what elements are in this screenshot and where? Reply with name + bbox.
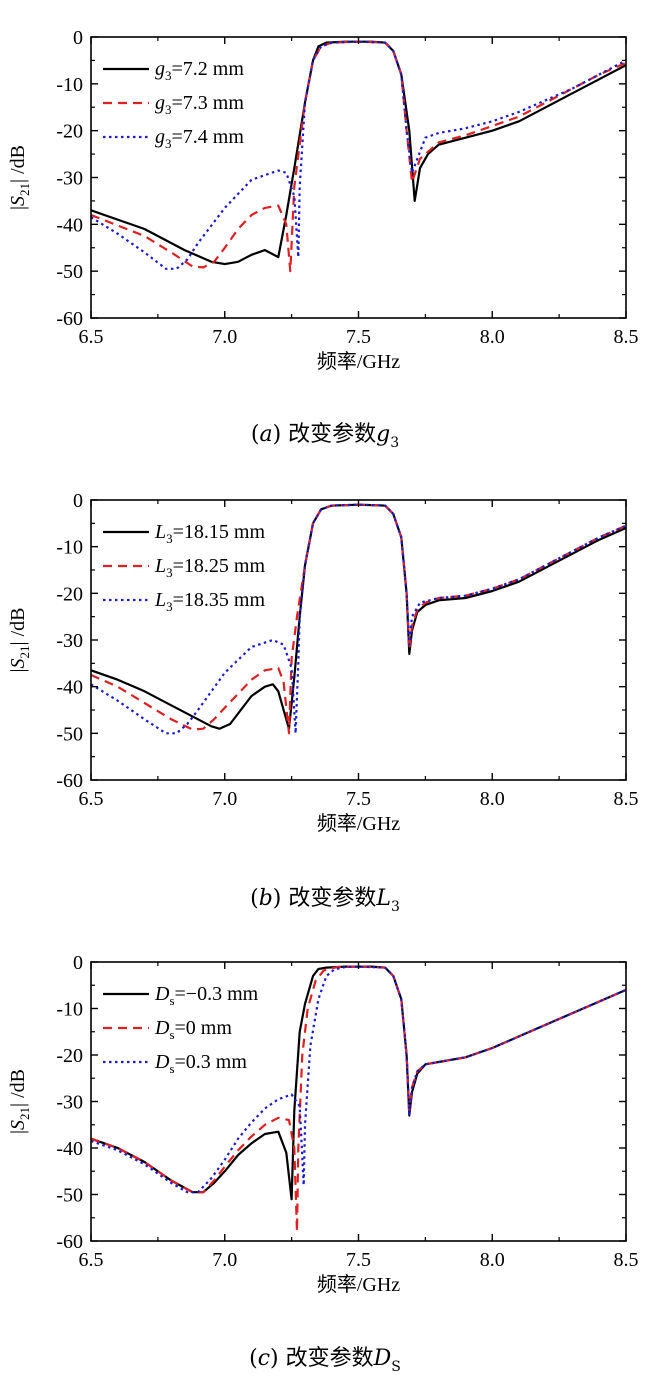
legend-label: Ds=0.3 mm: [154, 1051, 247, 1076]
y-tick-label: -60: [56, 1231, 83, 1253]
chart-panel-1: 0 -10 -20 -30 -40 -50 -606.5 7.0 7.5 8.0 8.5 频率/GHz…: [7, 27, 639, 451]
legend-label: Ds=0 mm: [154, 1017, 232, 1042]
figure-caption: (b) 改变参数L3: [250, 886, 400, 915]
series-line-1: [90, 503, 627, 730]
y-tick-label: -10: [56, 537, 83, 559]
x-tick-label: 8.0: [480, 326, 505, 348]
y-axis-label: |S21| /dB: [7, 1069, 32, 1134]
x-tick-label: 8.5: [614, 788, 639, 810]
legend-label: Ds=−0.3 mm: [154, 983, 259, 1008]
x-axis-label: 频率/GHz: [317, 812, 400, 835]
legend-label: g3=7.3 mm: [155, 92, 244, 117]
chart-panel-2: 0 -10 -20 -30 -40 -50 -606.5 7.0 7.5 8.0 8.5 频率/GHz…: [7, 490, 639, 915]
chart-panel-3: 0 -10 -20 -30 -40 -50 -606.5 7.0 7.5 8.0 8.5 频率/GHz…: [7, 952, 639, 1375]
y-tick-label: -30: [56, 1092, 83, 1114]
x-tick-label: 8.5: [614, 1249, 639, 1271]
y-tick-label: -40: [56, 1138, 83, 1160]
y-tick-label: -30: [56, 168, 83, 190]
y-tick-label: -60: [56, 308, 83, 330]
x-tick-label: 6.5: [79, 326, 104, 348]
series-line-2: [90, 965, 627, 1233]
y-tick-label: -10: [56, 74, 83, 96]
legend-label: L3=18.15 mm: [154, 521, 265, 546]
y-tick-label: -20: [56, 121, 83, 143]
y-tick-label: -40: [56, 677, 83, 699]
legend: L3=18.15 mm L3=18.25 mm L3=18.35 mm: [103, 521, 265, 614]
x-tick-label: 7.5: [346, 326, 371, 348]
x-tick-label: 8.5: [614, 326, 639, 348]
y-tick-label: -50: [56, 261, 83, 283]
x-tick-label: 7.0: [212, 788, 237, 810]
legend-label: g3=7.4 mm: [155, 126, 244, 151]
legend-label: L3=18.35 mm: [154, 589, 265, 614]
y-axis-label: |S21| /dB: [7, 145, 32, 210]
series-line-3: [90, 503, 627, 735]
figure-caption: (c) 改变参数DS: [249, 1346, 401, 1375]
legend: g3=7.2 mm g3=7.3 mm g3=7.4 mm: [103, 58, 244, 151]
x-axis-label: 频率/GHz: [317, 1273, 400, 1296]
x-tick-label: 7.5: [346, 1249, 371, 1271]
x-axis-label: 频率/GHz: [317, 350, 400, 373]
y-tick-label: 0: [73, 490, 83, 512]
y-tick-label: -10: [56, 999, 83, 1021]
x-tick-label: 7.0: [212, 1249, 237, 1271]
x-tick-label: 6.5: [79, 788, 104, 810]
legend-label: L3=18.25 mm: [154, 555, 265, 580]
y-tick-label: -30: [56, 630, 83, 652]
y-tick-label: 0: [73, 27, 83, 49]
y-tick-label: -60: [56, 770, 83, 792]
series-line-2: [90, 40, 627, 273]
y-tick-label: -50: [56, 1185, 83, 1207]
y-tick-label: -20: [56, 583, 83, 605]
figure-caption: (a) 改变参数g3: [251, 422, 399, 451]
y-tick-label: 0: [73, 952, 83, 974]
y-axis-label: |S21| /dB: [7, 608, 32, 673]
y-tick-label: -20: [56, 1045, 83, 1067]
x-tick-label: 7.0: [212, 326, 237, 348]
y-tick-label: -50: [56, 723, 83, 745]
x-tick-label: 7.5: [346, 788, 371, 810]
x-tick-label: 8.0: [480, 788, 505, 810]
legend: Ds=−0.3 mm Ds=0 mm Ds=0.3 mm: [103, 983, 259, 1076]
y-tick-label: -40: [56, 214, 83, 236]
x-tick-label: 8.0: [480, 1249, 505, 1271]
legend-label: g3=7.2 mm: [155, 58, 244, 83]
series-line-3: [90, 40, 627, 270]
x-tick-label: 6.5: [79, 1249, 104, 1271]
